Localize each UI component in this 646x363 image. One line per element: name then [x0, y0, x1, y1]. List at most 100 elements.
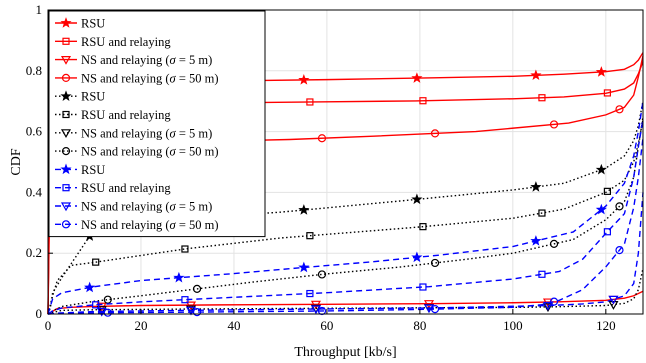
- series-8: [47, 101, 644, 315]
- legend-swatch-marker-8: [60, 163, 72, 175]
- series-10-marker-1: [185, 306, 197, 316]
- series-4-marker-5: [595, 163, 607, 175]
- series-11-marker-2: [317, 306, 327, 316]
- x-tick-label-1: 20: [134, 318, 147, 333]
- legend-label-0: RSU: [81, 17, 105, 31]
- series-1-marker-2: [306, 98, 314, 106]
- series-3-marker-3: [430, 129, 440, 138]
- series-0-marker-5: [595, 66, 607, 77]
- series-11: [47, 137, 644, 317]
- legend-entry-1: RSU and relaying: [55, 35, 171, 49]
- series-3-marker-2: [317, 134, 327, 143]
- legend-swatch-marker-4: [60, 90, 72, 101]
- series-11-marker-0: [103, 308, 112, 317]
- legend-swatch-marker-10: [60, 202, 72, 212]
- series-8-marker-5: [595, 203, 607, 215]
- y-tick-label-4: 0.8: [26, 63, 42, 78]
- series-3-marker-4: [549, 120, 559, 129]
- x-tick-label-5: 100: [503, 318, 523, 333]
- series-5: [47, 119, 644, 315]
- series-0-marker-3: [411, 72, 423, 83]
- series-6-marker-0: [96, 306, 107, 315]
- legend-entry-0: RSU: [55, 17, 105, 31]
- series-9-marker-2: [306, 289, 314, 298]
- legend-box: [48, 10, 266, 238]
- series-line-7: [47, 116, 644, 315]
- ticks: 0 20 40 60 80 100 120 0 0.2 0.4 0.6 0.8 1: [26, 2, 616, 333]
- x-axis-label: Throughput [kb/s]: [294, 345, 396, 360]
- series-6-marker-5: [608, 301, 619, 310]
- legend-label-4: RSU: [81, 90, 105, 104]
- series-11-marker-4: [549, 297, 559, 306]
- series-5-marker-5: [603, 187, 611, 195]
- x-tick-label-4: 80: [413, 318, 426, 333]
- legend-entry-6: NS and relaying (σ = 5 m): [55, 126, 212, 140]
- series-7: [47, 116, 644, 315]
- legend-swatch-marker-5: [62, 110, 70, 119]
- series-5-marker-3: [419, 223, 427, 231]
- legend-entry-3: NS and relaying (σ = 50 m): [55, 71, 219, 85]
- x-tick-label-3: 60: [320, 318, 333, 333]
- series-7-marker-3: [430, 258, 440, 268]
- series-7-marker-0: [103, 295, 112, 304]
- series-9-marker-1: [181, 296, 189, 304]
- series-line-11: [47, 137, 644, 315]
- y-axis-label: CDF: [9, 148, 24, 175]
- x-tick-label-2: 40: [227, 318, 240, 333]
- legend-label-1: RSU and relaying: [81, 35, 171, 49]
- series-7-marker-2: [317, 270, 327, 279]
- series-5-marker-1: [181, 245, 189, 253]
- series-11-marker-5: [615, 246, 624, 255]
- legend-label-10: NS and relaying (σ = 5 m): [81, 200, 212, 214]
- series-11-marker-3: [430, 304, 440, 314]
- series-line-9: [47, 119, 644, 315]
- series-3-marker-5: [615, 105, 624, 114]
- series-9-marker-4: [538, 270, 546, 278]
- legend-label-7: NS and relaying (σ = 50 m): [81, 145, 219, 159]
- series-10-marker-0: [96, 307, 107, 317]
- legend-label-3: NS and relaying (σ = 50 m): [81, 71, 219, 85]
- legend-swatch-marker-7: [61, 147, 71, 156]
- legend-label-11: NS and relaying (σ = 50 m): [81, 218, 219, 232]
- series-7-marker-5: [615, 202, 624, 211]
- series-line-4: [47, 101, 644, 315]
- series-5-marker-0: [92, 258, 100, 266]
- legend-swatch-marker-3: [61, 73, 71, 83]
- series-line-6: [47, 268, 644, 315]
- series-6-marker-1: [185, 305, 197, 315]
- legend-label-5: RSU and relaying: [81, 108, 171, 122]
- legend-swatch-marker-1: [62, 37, 70, 45]
- series-10-marker-2: [310, 305, 321, 315]
- y-tick-label-2: 0.4: [26, 184, 43, 199]
- series-7-marker-4: [549, 239, 559, 248]
- legend-entry-10: NS and relaying (σ = 5 m): [55, 200, 212, 214]
- series-layer: [47, 52, 644, 317]
- legend-label-6: NS and relaying (σ = 5 m): [81, 126, 212, 140]
- legend: RSU RSU and relaying NS and relaying (σ = …: [48, 10, 266, 238]
- legend-swatch-marker-2: [60, 55, 72, 65]
- legend-entry-2: NS and relaying (σ = 5 m): [55, 53, 212, 67]
- series-4-marker-3: [411, 193, 423, 205]
- series-5-marker-2: [306, 232, 314, 240]
- series-9-marker-5: [603, 228, 611, 236]
- series-4-marker-4: [530, 181, 542, 192]
- series-1-marker-5: [603, 89, 611, 97]
- legend-swatch-marker-6: [60, 129, 72, 139]
- series-6: [47, 268, 644, 315]
- y-tick-label-5: 1: [36, 2, 43, 17]
- legend-entry-5: RSU and relaying: [55, 108, 171, 122]
- series-1-marker-3: [419, 97, 427, 105]
- y-tick-label-3: 0.6: [26, 124, 43, 139]
- series-11-marker-1: [192, 307, 202, 317]
- series-4-marker-2: [298, 204, 310, 215]
- series-8-marker-0: [84, 281, 96, 293]
- series-0-marker-2: [298, 74, 310, 85]
- legend-label-9: RSU and relaying: [81, 181, 171, 195]
- series-8-marker-2: [298, 261, 310, 273]
- series-9-marker-3: [419, 283, 427, 291]
- series-line-8: [47, 101, 644, 315]
- legend-label-8: RSU: [81, 163, 105, 177]
- legend-swatch-marker-11: [61, 220, 71, 229]
- series-9: [47, 119, 644, 315]
